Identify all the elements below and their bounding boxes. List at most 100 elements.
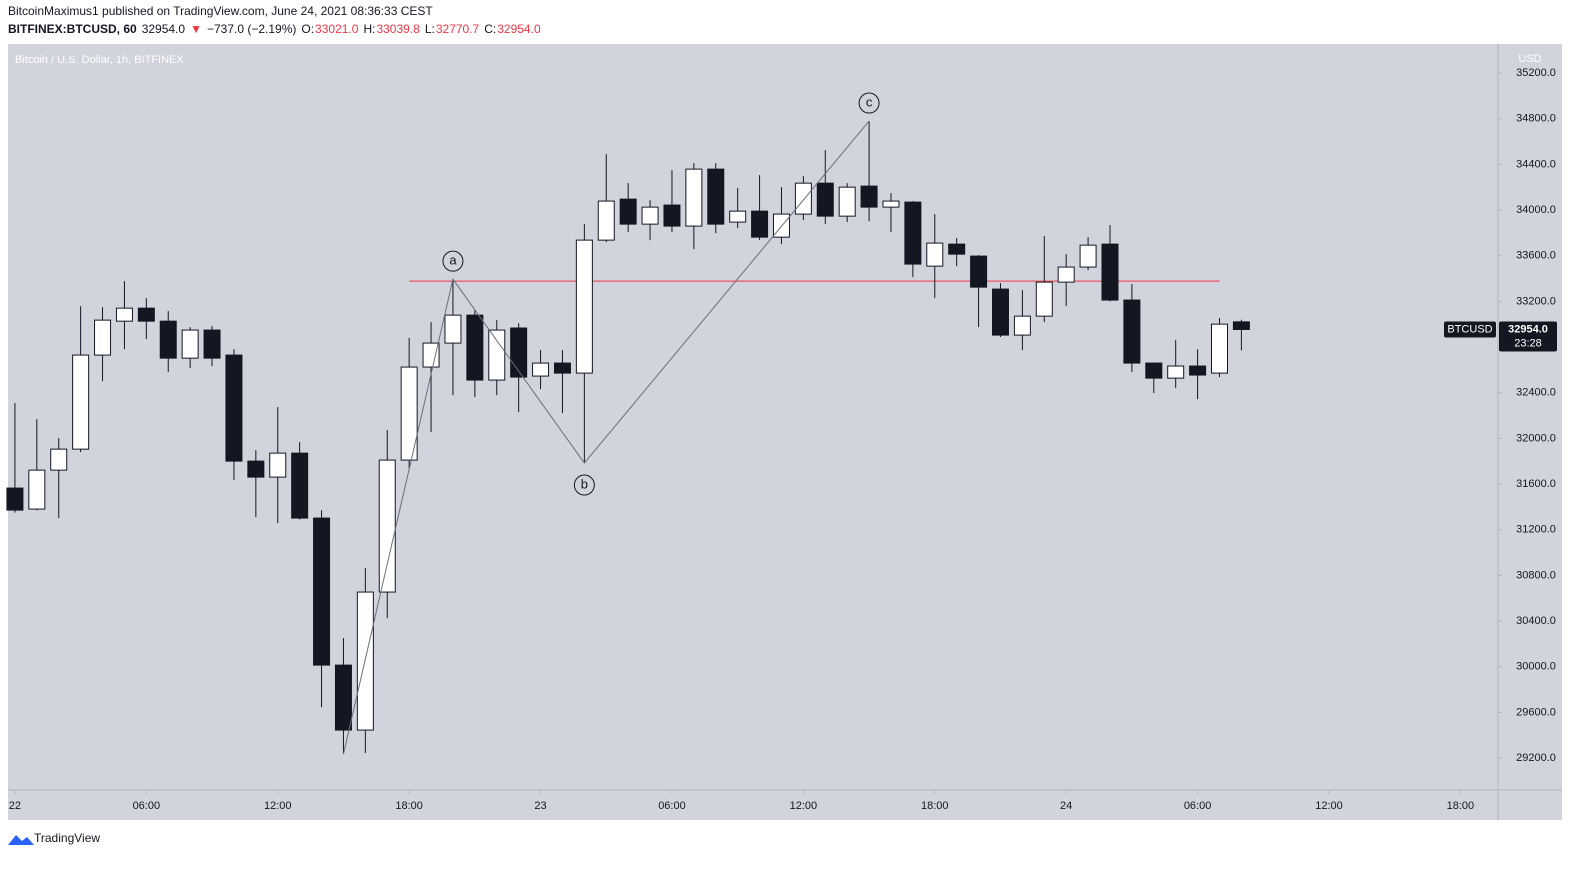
candle-body bbox=[641, 206, 659, 225]
candle-body bbox=[334, 664, 352, 731]
publish-info: BitcoinMaximus1 published on TradingView… bbox=[8, 4, 433, 18]
candle-body bbox=[882, 200, 900, 208]
close-value: 32954.0 bbox=[497, 22, 541, 36]
candle-body bbox=[1232, 321, 1250, 331]
close-key: C: bbox=[484, 22, 496, 36]
candle-body bbox=[422, 342, 440, 368]
candle-body bbox=[1013, 315, 1031, 336]
candle-body bbox=[1079, 244, 1097, 268]
high-value: 33039.8 bbox=[376, 22, 420, 36]
y-tick-label: 33200.0 bbox=[1516, 295, 1556, 307]
candle-body bbox=[860, 185, 878, 208]
plot: a b c bbox=[6, 92, 1250, 755]
candle-body bbox=[50, 448, 68, 471]
wave-label-circle bbox=[573, 474, 595, 496]
change: −737.0 (−2.19%) bbox=[207, 22, 296, 36]
candle-body bbox=[1057, 266, 1075, 283]
candle-body bbox=[1167, 365, 1185, 379]
chart-title: Bitcoin / U.S. Dollar, 1h, BITFINEX bbox=[15, 54, 184, 66]
x-tick-label: 18:00 bbox=[1447, 800, 1475, 812]
candle-body bbox=[948, 243, 966, 255]
candle-body bbox=[444, 314, 462, 344]
logo bbox=[8, 835, 34, 845]
candle-body bbox=[1035, 281, 1053, 317]
candle-body bbox=[181, 329, 199, 359]
y-tick-label: 30000.0 bbox=[1516, 661, 1556, 673]
symbol-tag bbox=[1444, 321, 1496, 338]
candle-body bbox=[378, 459, 396, 593]
candle-body bbox=[751, 210, 769, 238]
candle-body bbox=[159, 320, 177, 359]
price-tag bbox=[1499, 321, 1557, 352]
y-tick-label: 30800.0 bbox=[1516, 569, 1556, 581]
candle-body bbox=[926, 242, 944, 267]
y-tick-label: 35200.0 bbox=[1516, 67, 1556, 79]
candle-body bbox=[575, 239, 593, 374]
y-tick-label: 32400.0 bbox=[1516, 387, 1556, 399]
x-tick-label: 06:00 bbox=[1184, 800, 1212, 812]
y-tick-label: 31600.0 bbox=[1516, 478, 1556, 490]
x-tick-label: 18:00 bbox=[395, 800, 423, 812]
candle-body bbox=[225, 354, 243, 462]
y-tick-label: 34000.0 bbox=[1516, 204, 1556, 216]
wave-label: c bbox=[866, 94, 873, 109]
candle-body bbox=[904, 201, 922, 265]
candle-body bbox=[510, 327, 528, 378]
wave-line bbox=[342, 120, 870, 755]
candle-body bbox=[553, 362, 571, 374]
candle-body bbox=[1210, 323, 1228, 374]
low-key: L: bbox=[425, 22, 435, 36]
candle-body bbox=[115, 307, 133, 322]
candle-body bbox=[269, 452, 287, 478]
x-tick-label: 12:00 bbox=[264, 800, 292, 812]
y-tick-label: 34400.0 bbox=[1516, 158, 1556, 170]
candle-body bbox=[466, 314, 484, 381]
candle-body bbox=[28, 469, 46, 510]
chart-background bbox=[8, 44, 1562, 820]
footer-brand: TradingView bbox=[34, 831, 100, 845]
last-price: 32954.0 bbox=[142, 22, 186, 36]
symbol: BITFINEX:BTCUSD, 60 bbox=[8, 22, 137, 36]
candle-body bbox=[313, 517, 331, 666]
y-tick-label: 29200.0 bbox=[1516, 752, 1556, 764]
symbol-tag-text: BTCUSD bbox=[1447, 323, 1492, 335]
candle-body bbox=[1189, 365, 1207, 376]
candle-body bbox=[794, 182, 812, 215]
x-tick-label: 12:00 bbox=[1315, 800, 1343, 812]
candle-body bbox=[400, 366, 418, 461]
high-key: H: bbox=[363, 22, 375, 36]
x-tick-label: 22 bbox=[9, 800, 21, 812]
candle-body bbox=[707, 168, 725, 225]
open-key: O: bbox=[301, 22, 314, 36]
candle-body bbox=[663, 204, 681, 227]
x-tick-label: 18:00 bbox=[921, 800, 949, 812]
price-tag-price: 32954.0 bbox=[1508, 323, 1548, 335]
x-tick-label: 06:00 bbox=[133, 800, 161, 812]
y-tick-label: 34800.0 bbox=[1516, 113, 1556, 125]
wave-label-circle bbox=[858, 92, 880, 114]
y-tick-label: 29600.0 bbox=[1516, 706, 1556, 718]
x-tick-label: 06:00 bbox=[658, 800, 686, 812]
open-value: 33021.0 bbox=[315, 22, 359, 36]
candle-body bbox=[137, 307, 155, 322]
candle-body bbox=[532, 362, 550, 377]
candle-body bbox=[991, 288, 1009, 336]
candle-body bbox=[729, 210, 747, 223]
candle-body bbox=[1101, 243, 1119, 301]
candle-body bbox=[1145, 362, 1163, 379]
candle-body bbox=[94, 319, 112, 356]
y-tick-label: 31200.0 bbox=[1516, 524, 1556, 536]
candle-body bbox=[1123, 299, 1141, 364]
x-tick-label: 12:00 bbox=[790, 800, 818, 812]
candle-body bbox=[6, 487, 24, 511]
y-axis-label: USD bbox=[1518, 53, 1541, 65]
candle-body bbox=[619, 198, 637, 225]
candle-body bbox=[970, 255, 988, 288]
wave-label: a bbox=[449, 253, 457, 268]
candle-body bbox=[597, 200, 615, 241]
candle-body bbox=[488, 329, 506, 381]
y-tick-label: 32000.0 bbox=[1516, 432, 1556, 444]
x-tick-label: 24 bbox=[1060, 800, 1072, 812]
